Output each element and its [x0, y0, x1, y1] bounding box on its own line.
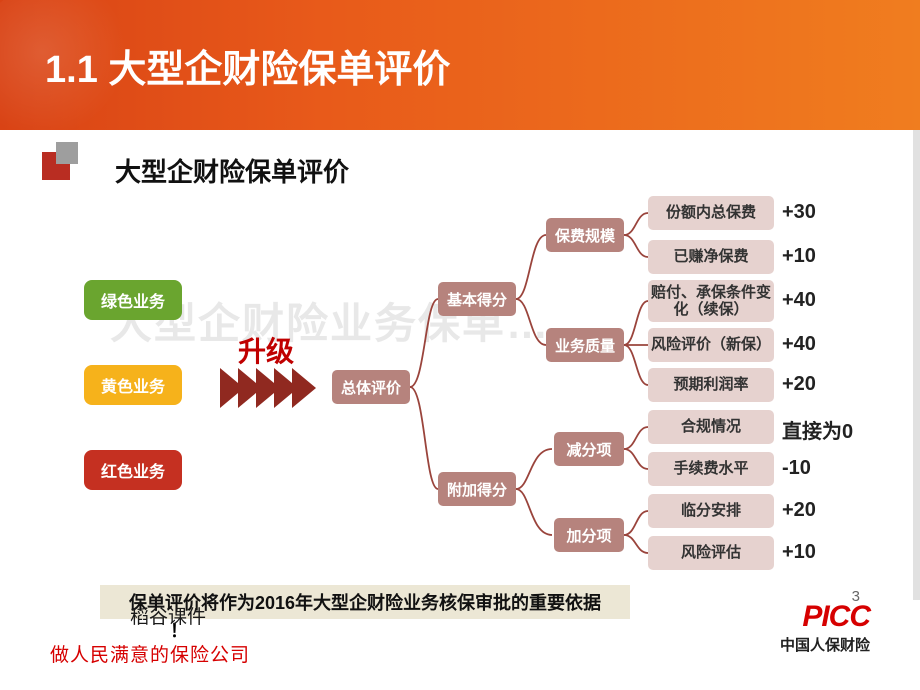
node-basic: 基本得分 [438, 282, 516, 316]
leaf-l4: 风险评价（新保） [648, 328, 774, 362]
leaf-l6: 合规情况 [648, 410, 774, 444]
score-l9: +10 [782, 541, 816, 564]
leaf-l9: 风险评估 [648, 536, 774, 570]
score-l4: +40 [782, 333, 816, 356]
picc-logo-main: PICC [780, 600, 870, 634]
node-extra: 附加得分 [438, 472, 516, 506]
slide-content: 大型企财险保单评价 大型企财险业务保单…… 绿色业务黄色业务红色业务 升级 [30, 130, 890, 660]
picc-logo-sub: 中国人保财险 [780, 634, 870, 655]
score-l2: +10 [782, 245, 816, 268]
score-l5: +20 [782, 373, 816, 396]
slide-title: 1.1 大型企财险保单评价 [0, 38, 450, 93]
node-quality: 业务质量 [546, 328, 624, 362]
leaf-l5: 预期利润率 [648, 368, 774, 402]
picc-logo: PICC 中国人保财险 [780, 600, 870, 655]
footer-slogan: 做人民满意的保险公司 [50, 640, 250, 667]
biz-category-1: 黄色业务 [84, 365, 182, 405]
score-l7: -10 [782, 457, 811, 480]
node-minus: 减分项 [554, 432, 624, 466]
section-title: 大型企财险保单评价 [115, 152, 349, 189]
leaf-l7: 手续费水平 [648, 452, 774, 486]
upgrade-label: 升级 [238, 330, 294, 370]
biz-category-0: 绿色业务 [84, 280, 182, 320]
node-root: 总体评价 [332, 370, 410, 404]
right-border [913, 130, 920, 600]
score-l6: 直接为0 [782, 415, 853, 444]
section-marker-icon [42, 152, 70, 180]
chevron-arrows-icon [220, 368, 310, 408]
leaf-l8: 临分安排 [648, 494, 774, 528]
leaf-l1: 份额内总保费 [648, 196, 774, 230]
watermark-courseware: 稻谷课件 [130, 602, 206, 629]
score-l3: +40 [782, 289, 816, 312]
score-l1: +30 [782, 201, 816, 224]
biz-category-2: 红色业务 [84, 450, 182, 490]
watermark-text: 大型企财险业务保单…… [110, 290, 594, 351]
score-l8: +20 [782, 499, 816, 522]
node-plus: 加分项 [554, 518, 624, 552]
leaf-l3: 赔付、承保条件变化（续保） [648, 280, 774, 322]
node-premium: 保费规模 [546, 218, 624, 252]
slide-header: 1.1 大型企财险保单评价 [0, 0, 920, 130]
leaf-l2: 已赚净保费 [648, 240, 774, 274]
